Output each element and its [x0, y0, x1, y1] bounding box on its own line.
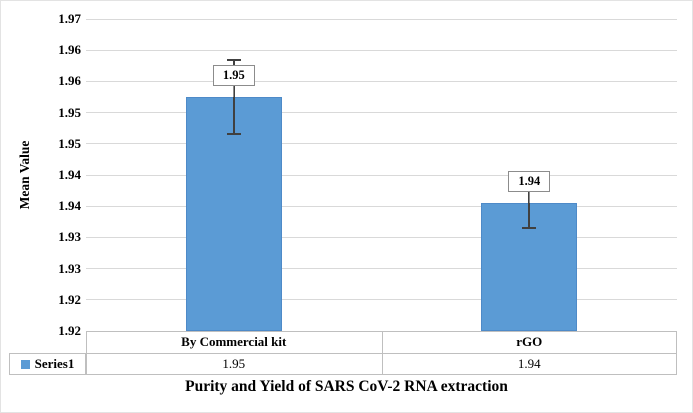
data-label-by-commercial-kit: 1.95 [212, 65, 255, 86]
legend-series-name: Series1 [34, 356, 75, 371]
legend-swatch [20, 359, 30, 369]
gridline [86, 174, 677, 176]
table-value-rgo: 1.94 [517, 356, 541, 371]
gridline [86, 18, 677, 20]
table-value-by-commercial-kit: 1.95 [222, 356, 246, 371]
gridline [86, 143, 677, 145]
legend-cell-frame [9, 353, 86, 375]
error-bar-cap-top [226, 58, 241, 61]
category-label-rgo: rGO [516, 334, 543, 349]
gridline [86, 112, 677, 114]
category-label-by-commercial-kit: By Commercial kit [181, 334, 287, 349]
gridline [86, 205, 677, 207]
y-tick-label: 1.94 [58, 167, 81, 182]
data-table-col-divider [381, 331, 383, 375]
y-tick-label: 1.96 [58, 73, 81, 89]
bar-by-commercial-kit [185, 97, 282, 331]
data-label-rgo: 1.94 [508, 171, 551, 193]
data-label-pointer [528, 192, 530, 204]
legend-key: Series1 [9, 353, 86, 375]
y-tick-label: 1.96 [58, 42, 81, 58]
y-tick-label: 1.94 [58, 198, 81, 214]
y-tick-label: 1.95 [58, 104, 81, 120]
data-label-pointer [233, 86, 235, 97]
gridline [86, 236, 677, 238]
y-tick-label: 1.92 [58, 323, 81, 338]
y-tick-label: 1.92 [58, 291, 81, 307]
error-bar-cap-bottom [522, 227, 537, 230]
y-tick-label: 1.93 [58, 229, 81, 245]
y-tick-label: 1.95 [58, 135, 81, 151]
gridline [86, 49, 677, 51]
gridline [86, 80, 677, 82]
gridline [86, 299, 677, 301]
y-tick-label: 1.93 [58, 260, 81, 276]
y-tick-label: 1.97 [58, 11, 81, 26]
error-bar-cap-bottom [226, 133, 241, 136]
gridline [86, 268, 677, 270]
chart-title: Purity and Yield of SARS CoV-2 RNA extra… [185, 378, 508, 395]
